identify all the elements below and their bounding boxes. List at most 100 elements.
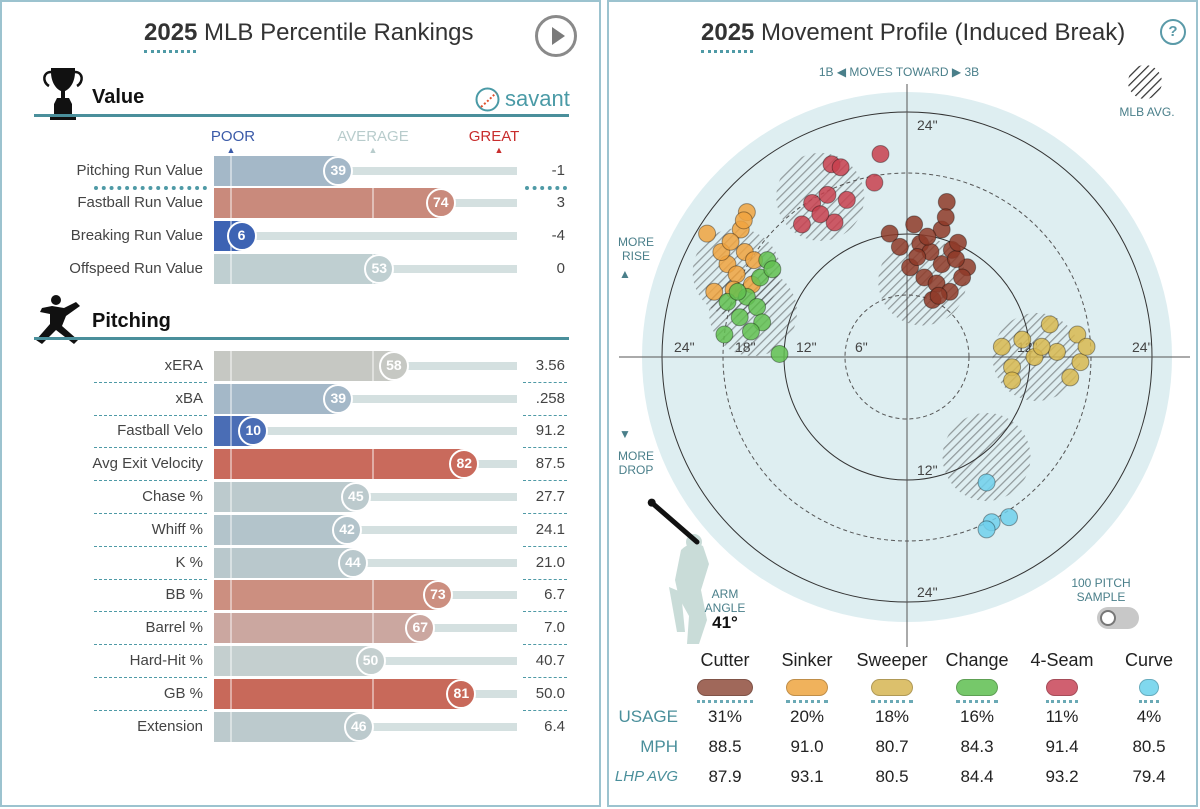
bar-gridline — [230, 613, 232, 643]
scale-poor: POOR — [210, 128, 256, 145]
pitch-color-toggle[interactable] — [1139, 679, 1159, 696]
percentile-bar — [214, 515, 348, 545]
row-divider — [94, 513, 207, 514]
percentile-badge: 58 — [378, 351, 409, 381]
metric-label: BB % — [165, 586, 203, 603]
pitch-dot — [753, 313, 772, 332]
great-marker-icon: ▲ — [494, 145, 504, 155]
help-button[interactable]: ? — [1160, 19, 1186, 45]
metric-value: 0 — [556, 260, 565, 277]
bar-gridline — [230, 351, 232, 381]
metric-label: GB % — [163, 685, 203, 702]
metric-value: 6.4 — [544, 718, 565, 735]
up-arrow-icon: ▲ — [619, 267, 631, 281]
pitch-dot — [977, 520, 996, 539]
bar-track — [253, 427, 517, 435]
pitch-dot — [929, 286, 948, 305]
pitch-color-toggle[interactable] — [1046, 679, 1078, 696]
pitch-dot — [741, 322, 760, 341]
percentile-rankings-panel: 2025 MLB Percentile Rankings Value savan… — [0, 0, 601, 807]
pitch-usage: 18% — [874, 707, 910, 726]
metric-label: Avg Exit Velocity — [92, 455, 203, 472]
percentile-badge: 53 — [364, 254, 395, 284]
percentile-badge: 6 — [226, 221, 257, 251]
pitch-dot — [918, 227, 937, 246]
pitch-dot — [831, 158, 850, 177]
pitch-usage: 20% — [789, 707, 825, 726]
percentile-badge: 82 — [449, 449, 480, 479]
pitch-mph: 80.7 — [875, 737, 909, 756]
savant-label: savant — [505, 86, 570, 111]
play-icon — [552, 27, 565, 45]
percentile-bar — [214, 580, 438, 610]
row-divider — [523, 480, 567, 481]
scale-great: GREAT — [468, 128, 520, 145]
bar-gridline — [372, 188, 374, 218]
pitch-mph: 91.0 — [790, 737, 824, 756]
metric-value: 91.2 — [535, 422, 565, 439]
row-divider — [94, 480, 207, 481]
pitch-underline — [1046, 700, 1078, 703]
pitch-dot — [908, 248, 927, 267]
pitch-color-toggle[interactable] — [697, 679, 753, 696]
row-divider — [525, 186, 567, 190]
pitch-dot — [763, 260, 782, 279]
pitching-divider — [34, 337, 569, 340]
pitch-dot — [953, 268, 972, 287]
metric-value: 6.7 — [544, 586, 565, 603]
pitch-color-toggle[interactable] — [871, 679, 913, 696]
bar-track — [393, 362, 517, 370]
metric-value: 87.5 — [535, 455, 565, 472]
pitch-dot — [715, 325, 734, 344]
pitching-section-title: Pitching — [92, 310, 171, 332]
bar-track — [437, 591, 517, 599]
metric-value: -1 — [551, 162, 565, 179]
poor-marker-icon: ▲ — [226, 145, 236, 155]
metric-value: 3.56 — [535, 357, 565, 374]
bar-gridline — [230, 679, 232, 709]
bar-gridline — [372, 351, 374, 381]
percentile-badge: 45 — [340, 482, 371, 512]
pitch-underline — [697, 700, 753, 703]
percentile-badge: 39 — [323, 156, 354, 186]
pitch-dot — [727, 265, 746, 284]
bar-track — [338, 395, 517, 403]
percentile-bar — [214, 156, 339, 186]
row-divider — [523, 644, 567, 645]
pitch-mph: 80.5 — [1132, 737, 1166, 756]
arm-angle-label: ARM ANGLE — [704, 587, 746, 615]
percentile-badge: 81 — [446, 679, 477, 709]
metric-value: 40.7 — [535, 652, 565, 669]
bar-track — [241, 232, 517, 240]
pitch-dot — [728, 282, 747, 301]
row-divider — [523, 677, 567, 678]
savant-logo[interactable]: savant — [475, 85, 570, 113]
row-divider — [523, 579, 567, 580]
mlb-avg-label: MLB AVG. — [1119, 105, 1175, 119]
pitch-lhp-avg: 93.2 — [1045, 767, 1079, 786]
sample-toggle[interactable] — [1097, 607, 1139, 629]
value-section-title: Value — [92, 86, 145, 108]
pitch-underline — [956, 700, 998, 703]
pitch-lhp-avg: 80.5 — [875, 767, 909, 786]
bar-track — [370, 657, 517, 665]
pitch-dot — [705, 282, 724, 301]
metric-value: 24.1 — [535, 521, 565, 538]
pitch-name: Sinker — [781, 650, 833, 670]
bar-track — [420, 624, 517, 632]
pitch-color-toggle[interactable] — [956, 679, 998, 696]
play-button[interactable] — [535, 15, 577, 57]
bar-track — [352, 559, 517, 567]
row-label-mph: MPH — [640, 737, 678, 756]
pitch-dot — [977, 473, 996, 492]
row-label-lhp: LHP AVG — [614, 768, 678, 785]
mlb-avg-zone — [942, 412, 1031, 501]
percentile-badge: 74 — [425, 188, 456, 218]
pitch-dot — [698, 224, 717, 243]
pitch-color-toggle[interactable] — [786, 679, 828, 696]
pitch-usage: 11% — [1045, 707, 1079, 726]
bar-gridline — [230, 416, 232, 446]
pitch-dot — [837, 190, 856, 209]
more-drop-label: MORE DROP — [618, 449, 654, 477]
percentile-bar — [214, 679, 462, 709]
